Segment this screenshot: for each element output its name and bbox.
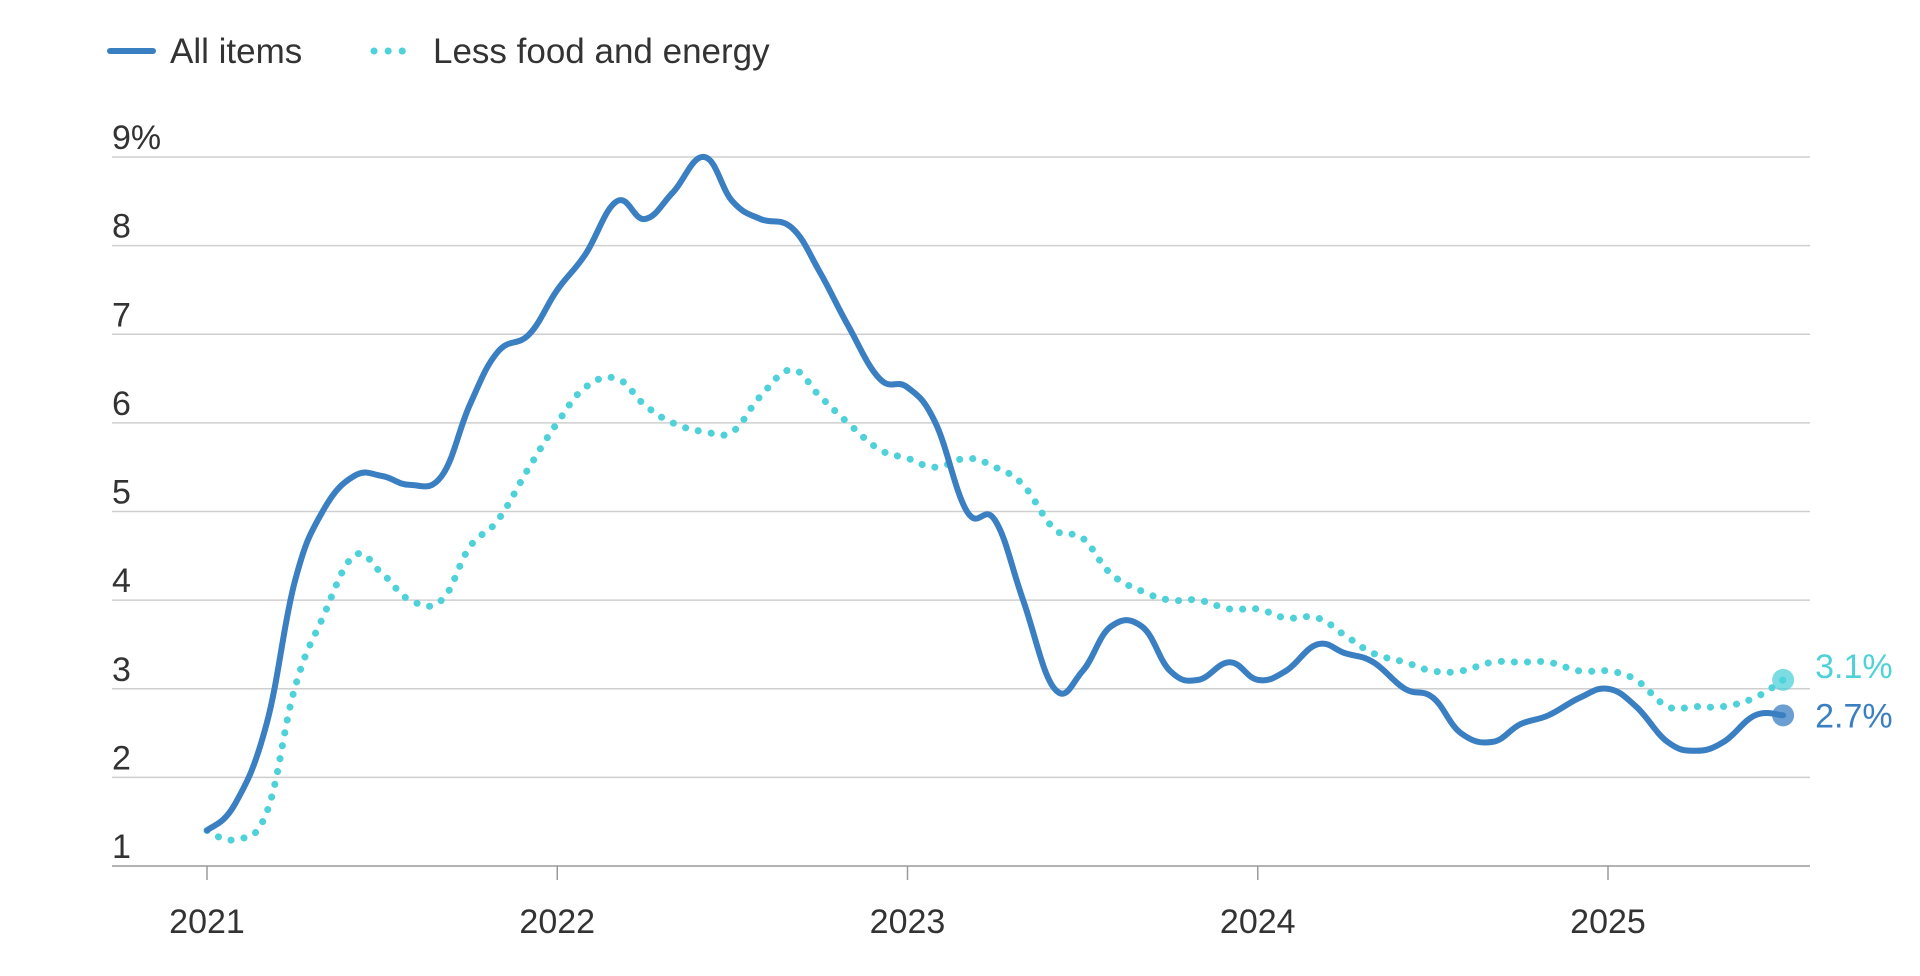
y-tick-label: 8	[112, 208, 131, 246]
x-tick-label: 2024	[1220, 903, 1296, 941]
end-label-less-food-and-energy: 3.1%	[1815, 648, 1893, 686]
y-tick-label: 4	[112, 562, 131, 600]
grid: 9% 8 7 6 5 4 3 2 1	[112, 119, 1810, 866]
y-tick-label: 1	[112, 828, 131, 866]
x-tick-label: 2021	[169, 903, 245, 941]
y-tick-label: 3	[112, 651, 131, 689]
end-markers: 2.7% 3.1%	[1772, 648, 1893, 735]
legend: All items Less food and energy	[107, 32, 770, 71]
series	[203, 154, 1787, 844]
y-tick-label: 5	[112, 474, 131, 512]
end-marker-all-items	[1772, 704, 1795, 727]
y-tick-label: 7	[112, 296, 131, 334]
series-line-less-food-and-energy	[203, 366, 1787, 844]
legend-label-less-food-and-energy: Less food and energy	[433, 32, 770, 71]
x-tick-label: 2023	[870, 903, 946, 941]
axes: 2021 2022 2023 2024 2025	[112, 865, 1810, 941]
series-line-all-items	[204, 154, 1787, 834]
x-tick-label: 2025	[1570, 903, 1646, 941]
end-marker-less-food-and-energy	[1772, 668, 1795, 691]
y-tick-label: 9%	[112, 119, 161, 157]
x-tick-label: 2022	[519, 903, 595, 941]
legend-label-all-items: All items	[170, 32, 302, 71]
y-tick-label: 2	[112, 739, 131, 777]
y-tick-label: 6	[112, 385, 131, 423]
end-label-all-items: 2.7%	[1815, 697, 1893, 735]
